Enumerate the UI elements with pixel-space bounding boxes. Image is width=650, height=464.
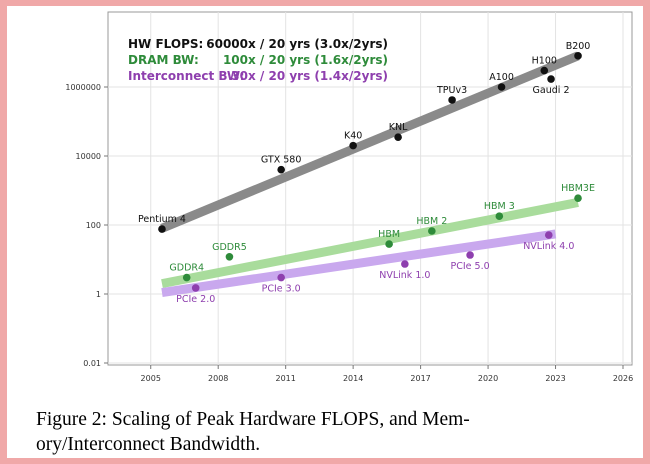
point xyxy=(574,52,582,60)
point-label: H100 xyxy=(532,56,557,67)
x-tick-label: 2008 xyxy=(208,374,228,383)
point xyxy=(158,225,166,233)
trend-line xyxy=(160,51,580,233)
point xyxy=(544,231,553,239)
point-label: HBM xyxy=(378,229,400,240)
y-tick-label: 100 xyxy=(86,221,101,230)
point xyxy=(574,194,582,202)
point-label: KNL xyxy=(389,122,408,133)
x-tick-label: 2023 xyxy=(545,374,565,383)
point xyxy=(277,273,285,282)
x-tick-label: 2014 xyxy=(343,374,363,383)
trend-line xyxy=(161,198,579,289)
point xyxy=(385,240,393,248)
legend-note: 100x / 20 yrs (1.6x/2yrs) xyxy=(223,53,388,67)
point-label: A100 xyxy=(489,72,514,83)
point-label: HBM 2 xyxy=(416,216,447,227)
point xyxy=(225,252,234,261)
point xyxy=(495,212,504,220)
y-tick-label: 1000000 xyxy=(65,83,101,92)
y-tick-label: 0.01 xyxy=(83,359,101,368)
caption: ory/Interconnect Bandwidth. xyxy=(36,434,260,455)
point-label: PCIe 5.0 xyxy=(451,261,490,272)
point xyxy=(428,227,436,235)
point xyxy=(191,284,200,292)
x-tick-label: 2011 xyxy=(275,374,295,383)
point xyxy=(466,251,474,259)
point-label: GTX 580 xyxy=(261,155,302,166)
point-label: B200 xyxy=(566,41,591,52)
point xyxy=(277,165,285,174)
point-label: GDDR5 xyxy=(212,242,247,253)
legend-name: HW FLOPS: xyxy=(128,37,203,51)
point xyxy=(540,66,549,75)
point-label: K40 xyxy=(344,131,362,142)
point xyxy=(497,83,506,91)
point-label: TPUv3 xyxy=(436,85,467,96)
legend-name: Interconnect BW: xyxy=(128,69,245,83)
legend-note: 60000x / 20 yrs (3.0x/2yrs) xyxy=(206,37,388,51)
legend-note: 30x / 20 yrs (1.4x/2yrs) xyxy=(231,69,388,83)
point-label: NVLink 1.0 xyxy=(379,270,430,281)
point-label: HBM3E xyxy=(561,183,595,194)
x-tick-label: 2017 xyxy=(410,374,430,383)
point xyxy=(394,133,402,142)
point xyxy=(448,96,456,104)
caption: Figure 2: Scaling of Peak Hardware FLOPS… xyxy=(36,409,470,430)
y-tick-label: 10000 xyxy=(76,152,101,161)
point xyxy=(182,273,191,282)
point xyxy=(349,141,357,150)
x-tick-label: 2020 xyxy=(478,374,498,383)
point-label: NVLink 4.0 xyxy=(523,241,574,252)
x-tick-label: 2005 xyxy=(141,374,161,383)
point-label: Pentium 4 xyxy=(138,214,186,225)
point-label: GDDR4 xyxy=(169,263,204,274)
point xyxy=(401,260,409,268)
point-label: PCIe 3.0 xyxy=(262,284,301,295)
point-label: HBM 3 xyxy=(484,201,515,212)
trend-line xyxy=(161,229,557,298)
point-label: Gaudi 2 xyxy=(533,85,570,96)
legend-name: DRAM BW: xyxy=(128,53,199,67)
x-tick-label: 2026 xyxy=(613,374,633,383)
point-label: PCIe 2.0 xyxy=(176,294,215,305)
y-tick-label: 1 xyxy=(96,290,101,299)
point xyxy=(547,75,555,83)
